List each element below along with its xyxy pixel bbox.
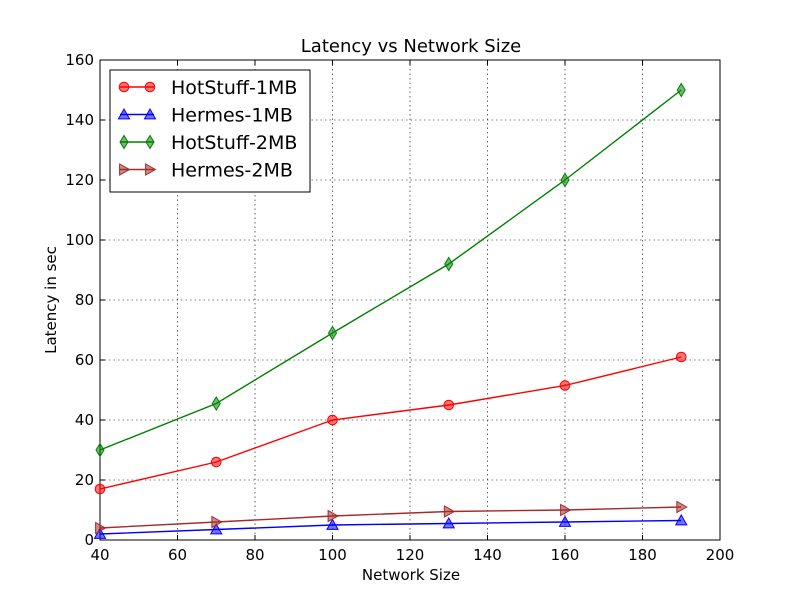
legend: HotStuff-1MB Hermes-1MB HotStuff-2MB Hermes…	[109, 69, 311, 193]
data-point	[674, 513, 688, 526]
y-tick-label: 40	[75, 411, 94, 429]
series-hotstuff-2mb	[95, 82, 686, 458]
y-tick-label: 160	[65, 51, 94, 69]
x-tick-label: 140	[473, 546, 502, 564]
legend-marker	[117, 107, 131, 120]
x-tick-label: 180	[628, 546, 657, 564]
data-point	[559, 380, 571, 391]
series-hermes-2mb	[95, 500, 688, 535]
data-point	[443, 505, 456, 518]
data-point	[326, 518, 339, 530]
legend-box	[109, 69, 311, 193]
series-line	[99, 356, 682, 490]
legend-label: Hermes-1MB	[171, 105, 293, 127]
series-group	[93, 82, 688, 539]
data-point	[560, 172, 570, 188]
x-tick-label: 120	[396, 546, 425, 564]
legend-marker	[143, 107, 157, 120]
data-point	[210, 456, 222, 468]
x-tick-label: 100	[318, 546, 347, 564]
data-point	[93, 527, 107, 539]
x-tick-label: 80	[245, 546, 264, 564]
legend-marker	[119, 134, 129, 150]
legend-item: Hermes-1MB	[117, 105, 293, 127]
series-line	[99, 506, 682, 529]
legend-label: HotStuff-2MB	[171, 132, 297, 154]
legend-label: Hermes-2MB	[171, 160, 293, 182]
legend-marker	[144, 81, 156, 93]
legend-marker	[145, 163, 157, 176]
legend-item: HotStuff-2MB	[119, 132, 297, 154]
y-axis-label: Latency in sec	[42, 246, 60, 354]
data-point	[209, 522, 223, 535]
data-point	[327, 325, 338, 341]
series-hermes-1mb	[93, 513, 688, 539]
legend-marker	[145, 134, 155, 150]
axis-ticks: 40 60 80 100 120 140 160 180 200 0 20 40 60 80 100 120 1…	[65, 51, 734, 564]
data-point	[327, 509, 340, 523]
data-point	[95, 521, 107, 535]
legend-label: HotStuff-1MB	[171, 77, 297, 99]
data-point	[211, 515, 223, 529]
data-point	[560, 503, 572, 517]
legend-marker	[119, 163, 131, 176]
data-point	[675, 351, 687, 363]
series-line	[99, 519, 682, 535]
data-point	[94, 483, 106, 495]
x-tick-label: 60	[168, 546, 187, 564]
data-point	[558, 515, 572, 527]
y-tick-label: 120	[65, 171, 94, 189]
legend-items: HotStuff-1MB Hermes-1MB HotStuff-2MB Hermes…	[117, 77, 297, 182]
x-tick-label: 40	[90, 546, 109, 564]
legend-marker	[118, 81, 130, 93]
y-tick-label: 80	[75, 291, 94, 309]
data-point	[327, 414, 338, 426]
legend-item: Hermes-2MB	[119, 160, 293, 182]
y-tick-label: 60	[75, 351, 94, 369]
x-tick-label: 200	[706, 546, 735, 564]
y-tick-label: 0	[84, 531, 94, 549]
chart-title: Latency vs Network Size	[301, 36, 521, 57]
series-line	[99, 89, 682, 451]
grid	[100, 60, 720, 540]
data-point	[95, 442, 105, 458]
data-point	[211, 396, 221, 411]
data-point	[442, 516, 456, 529]
data-point	[676, 82, 686, 98]
y-tick-label: 100	[65, 231, 94, 249]
x-axis-label: Network Size	[362, 566, 460, 584]
legend-item: HotStuff-1MB	[118, 77, 297, 99]
y-tick-label: 140	[65, 111, 94, 129]
data-point	[676, 500, 688, 514]
series-hotstuff-1mb	[94, 351, 687, 495]
data-point	[443, 399, 455, 411]
y-tick-label: 20	[75, 471, 94, 489]
x-tick-label: 160	[551, 546, 580, 564]
data-point	[444, 256, 454, 272]
